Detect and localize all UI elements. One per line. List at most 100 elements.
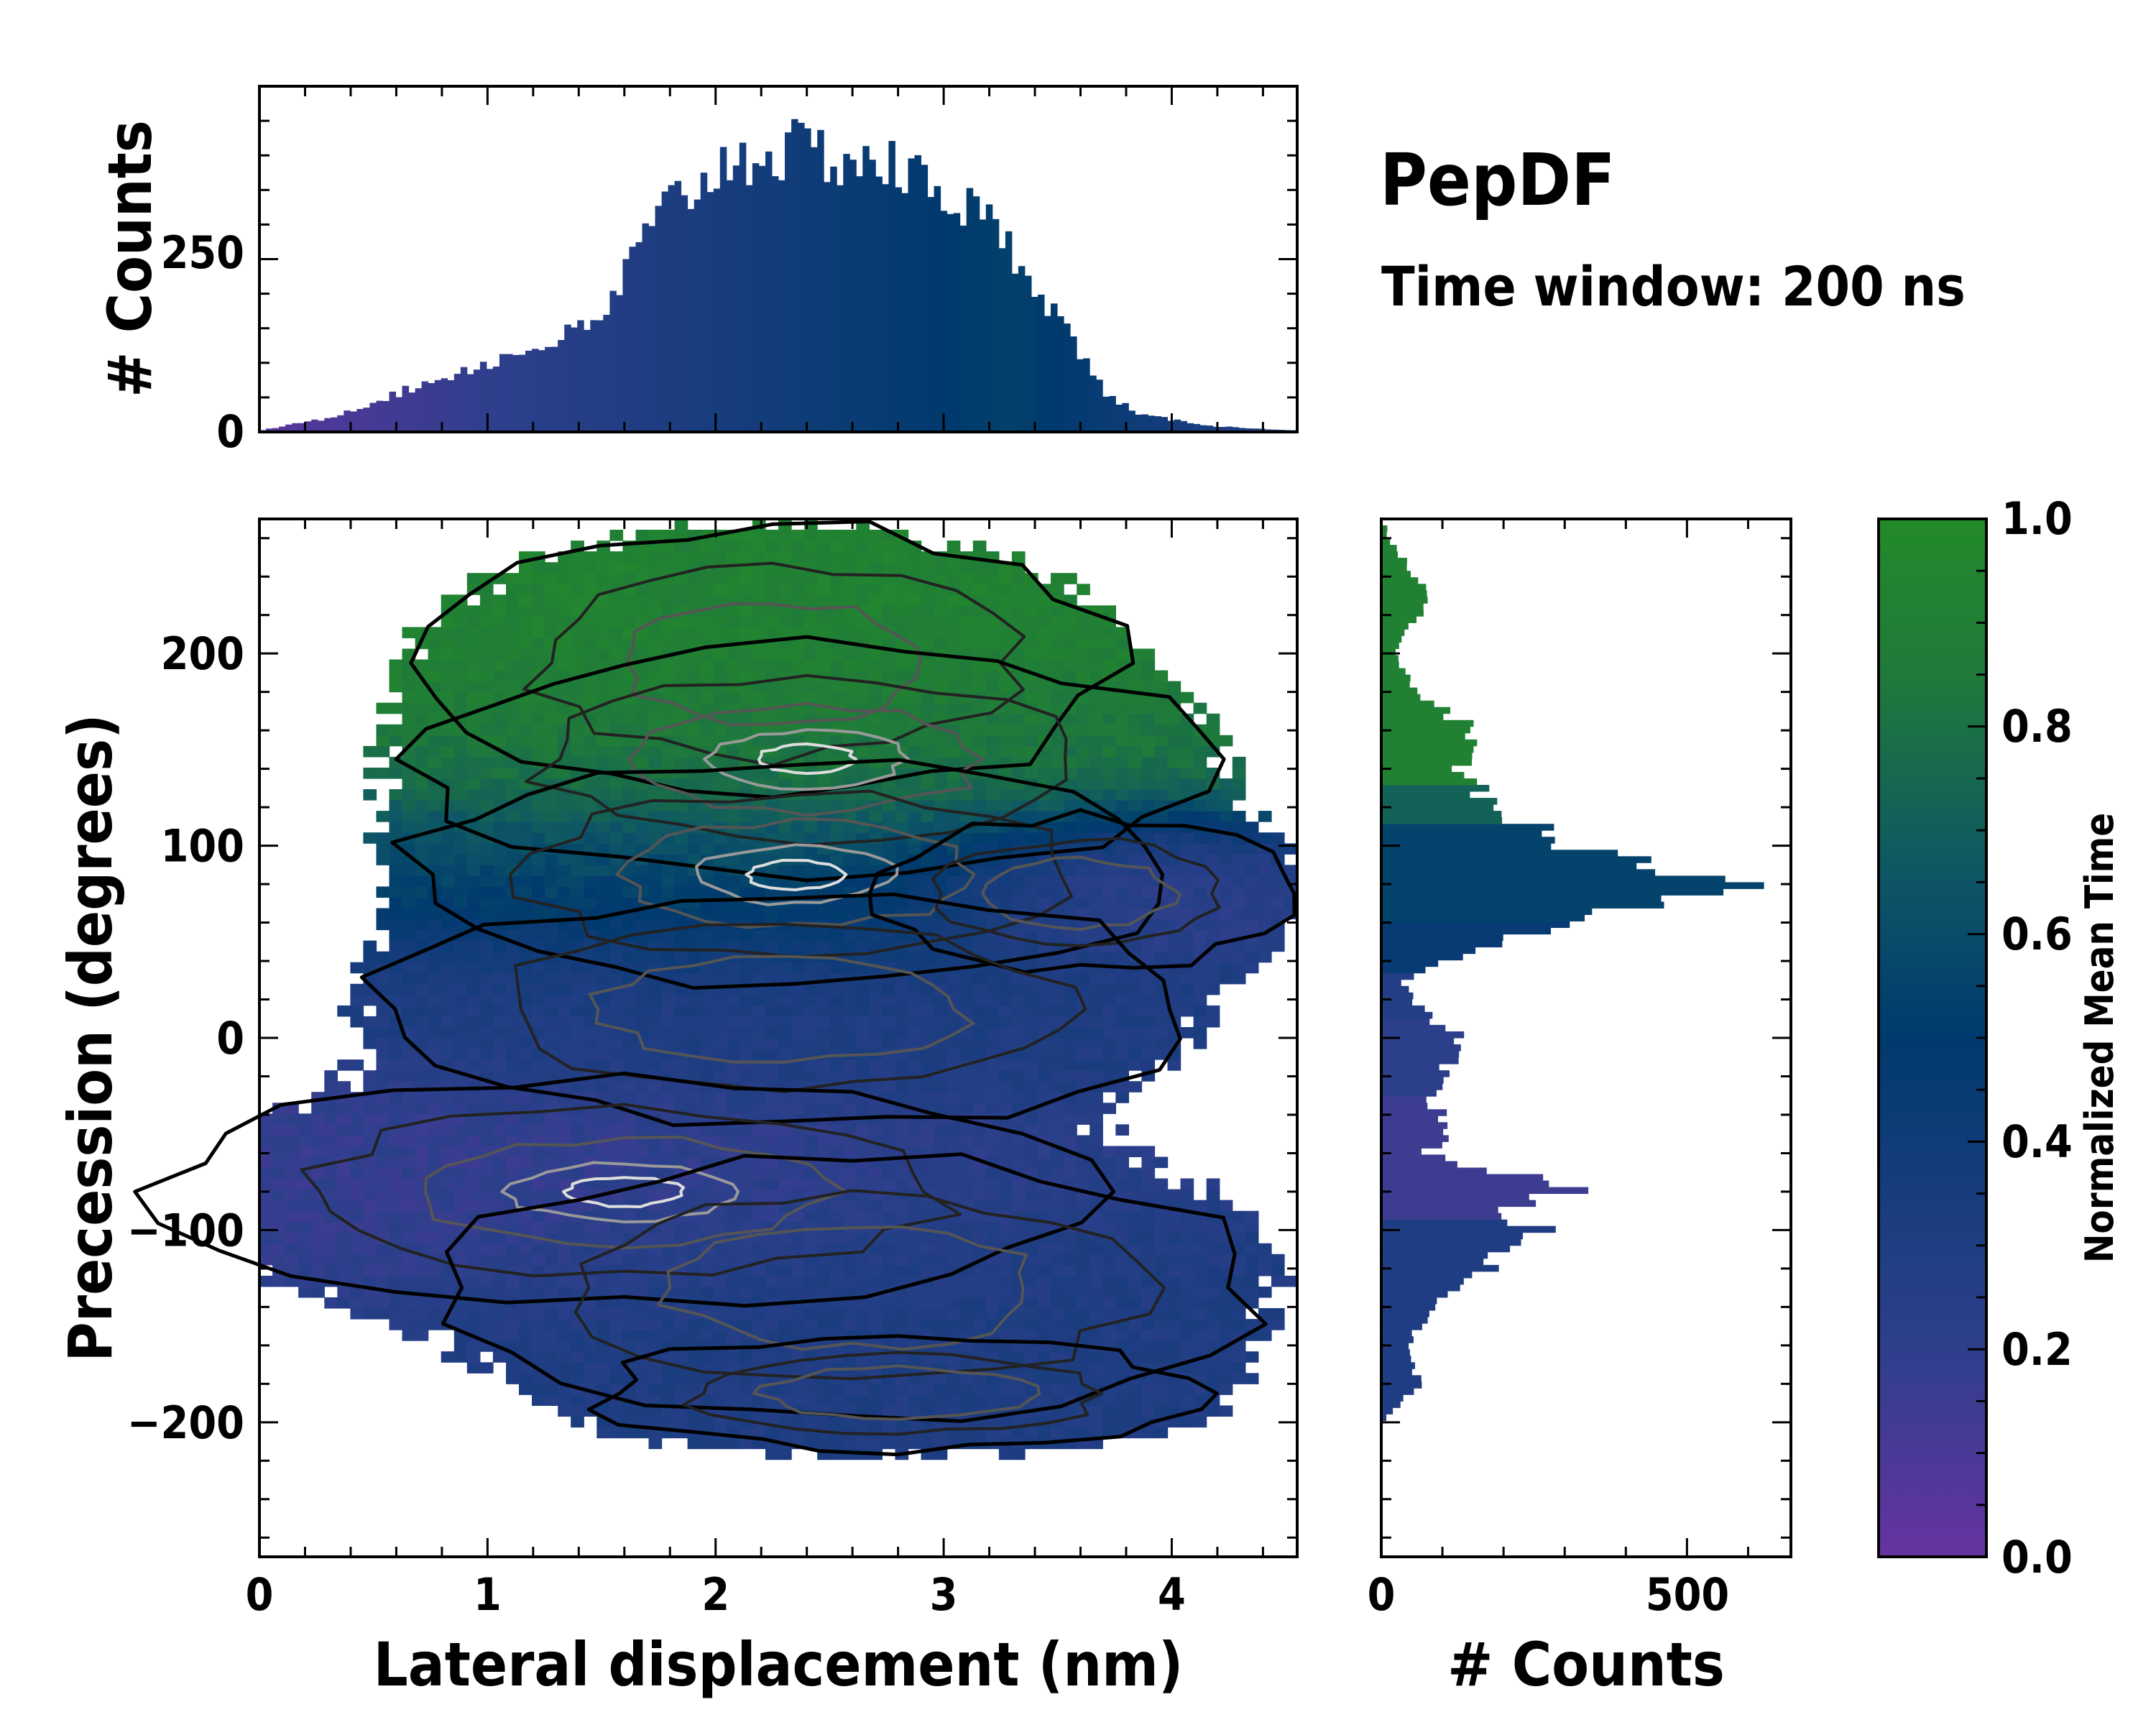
heatmap-cell: [298, 1232, 312, 1244]
heatmap-cell: [998, 789, 1013, 801]
heatmap-cell: [1193, 865, 1207, 876]
heatmap-cell: [584, 1308, 597, 1320]
top-histogram-bar: [719, 147, 727, 432]
heatmap-cell: [1141, 1297, 1156, 1309]
heatmap-cell: [998, 1027, 1013, 1039]
heatmap-cell: [1025, 768, 1038, 779]
heatmap-cell: [311, 1287, 325, 1298]
heatmap-cell: [1154, 1178, 1169, 1190]
heatmap-cell: [596, 951, 610, 963]
heatmap-cell: [843, 1254, 857, 1266]
heatmap-cell: [1102, 886, 1116, 898]
heatmap-cell: [869, 1027, 883, 1039]
heatmap-cell: [506, 1059, 520, 1071]
heatmap-cell: [972, 1319, 987, 1330]
heatmap-cell: [506, 832, 520, 844]
top-histogram-bars: [259, 119, 1298, 433]
top-histogram-bar: [1251, 428, 1259, 432]
heatmap-cell: [363, 1016, 377, 1028]
heatmap-cell: [765, 994, 779, 1006]
heatmap-cell: [453, 811, 468, 822]
heatmap-cell: [998, 1340, 1013, 1352]
heatmap-cell: [519, 1038, 533, 1049]
heatmap-cell: [402, 1319, 416, 1330]
heatmap-cell: [1011, 897, 1026, 909]
heatmap-cell: [596, 789, 610, 801]
heatmap-cell: [1064, 713, 1077, 725]
heatmap-cell: [726, 1038, 740, 1049]
heatmap-cell: [350, 1232, 364, 1244]
heatmap-cell: [428, 1243, 442, 1255]
heatmap-cell: [1206, 962, 1220, 974]
heatmap-cell: [376, 1038, 390, 1049]
heatmap-cell: [1051, 832, 1064, 844]
heatmap-cell: [830, 908, 844, 920]
heatmap-cell: [856, 1319, 870, 1330]
heatmap-cell: [545, 865, 558, 876]
top-histogram-bar: [972, 196, 980, 432]
heatmap-cell: [804, 1394, 818, 1406]
heatmap-cell: [661, 1232, 676, 1244]
heatmap-cell: [532, 1210, 545, 1223]
heatmap-cell: [506, 1275, 520, 1287]
heatmap-cell: [791, 1146, 805, 1157]
heatmap-cell: [934, 1156, 948, 1169]
heatmap-cell: [545, 1005, 558, 1017]
heatmap-cell: [519, 875, 533, 887]
top-histogram-bar: [713, 188, 721, 432]
heatmap-cell: [272, 1146, 286, 1157]
heatmap-cell: [466, 972, 481, 985]
heatmap-cell: [1141, 768, 1156, 779]
heatmap-cell: [869, 1124, 883, 1136]
heatmap-cell: [791, 1308, 805, 1320]
heatmap-cell: [532, 1243, 545, 1255]
heatmap-cell: [466, 691, 481, 704]
heatmap-cell: [415, 994, 429, 1006]
heatmap-cell: [622, 1189, 637, 1201]
heatmap-cell: [519, 1124, 533, 1136]
heatmap-cell: [558, 1351, 571, 1363]
heatmap-cell: [1011, 983, 1026, 995]
heatmap-cell: [584, 1038, 597, 1049]
heatmap-cell: [466, 897, 481, 909]
heatmap-cell: [674, 800, 688, 811]
heatmap-cell: [492, 908, 507, 920]
heatmap-cell: [1206, 713, 1220, 725]
heatmap-cell: [817, 940, 831, 952]
heatmap-cell: [934, 1373, 948, 1384]
heatmap-cell: [726, 843, 740, 855]
heatmap-cell: [1115, 756, 1129, 768]
heatmap-cell: [687, 811, 701, 822]
heatmap-cell: [1167, 940, 1181, 952]
heatmap-cell: [1025, 811, 1038, 822]
heatmap-cell: [843, 983, 857, 995]
heatmap-cell: [856, 1146, 870, 1157]
heatmap-cell: [934, 1448, 948, 1460]
heatmap-cell: [466, 1232, 481, 1244]
heatmap-cell: [337, 1059, 351, 1071]
top-histogram-bar: [1199, 425, 1207, 432]
heatmap-cell: [869, 1005, 883, 1017]
heatmap-cell: [843, 897, 857, 909]
heatmap-cell: [1258, 908, 1272, 920]
heatmap-cell: [934, 1319, 948, 1330]
heatmap-cell: [1128, 681, 1143, 693]
heatmap-cell: [1025, 897, 1038, 909]
heatmap-cell: [908, 1394, 922, 1406]
heatmap-cell: [1128, 1027, 1143, 1039]
heatmap-cell: [946, 1167, 961, 1179]
heatmap-cell: [1051, 800, 1064, 811]
heatmap-cell: [895, 1319, 909, 1330]
heatmap-cell: [635, 670, 650, 682]
heatmap-cell: [1025, 1081, 1038, 1092]
top-histogram-bar: [648, 226, 655, 432]
heatmap-cell: [1128, 1146, 1143, 1157]
heatmap-cell: [661, 1200, 676, 1212]
heatmap-cell: [571, 735, 584, 747]
heatmap-cell: [558, 1340, 571, 1352]
heatmap-cell: [635, 1243, 650, 1255]
heatmap-cell: [453, 1210, 468, 1223]
heatmap-cell: [1011, 1319, 1026, 1330]
top-histogram-bar: [545, 346, 552, 432]
heatmap-cell: [350, 1016, 364, 1028]
